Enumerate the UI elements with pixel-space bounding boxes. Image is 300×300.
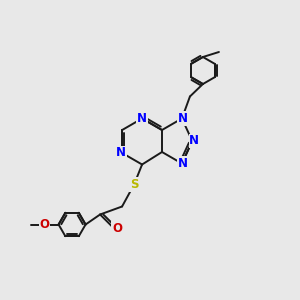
Text: N: N (178, 112, 188, 125)
Text: N: N (189, 134, 199, 148)
Text: N: N (178, 157, 188, 170)
Text: N: N (137, 112, 147, 125)
Text: S: S (130, 178, 138, 191)
Text: N: N (116, 146, 126, 160)
Text: O: O (40, 218, 50, 231)
Text: O: O (112, 222, 122, 235)
